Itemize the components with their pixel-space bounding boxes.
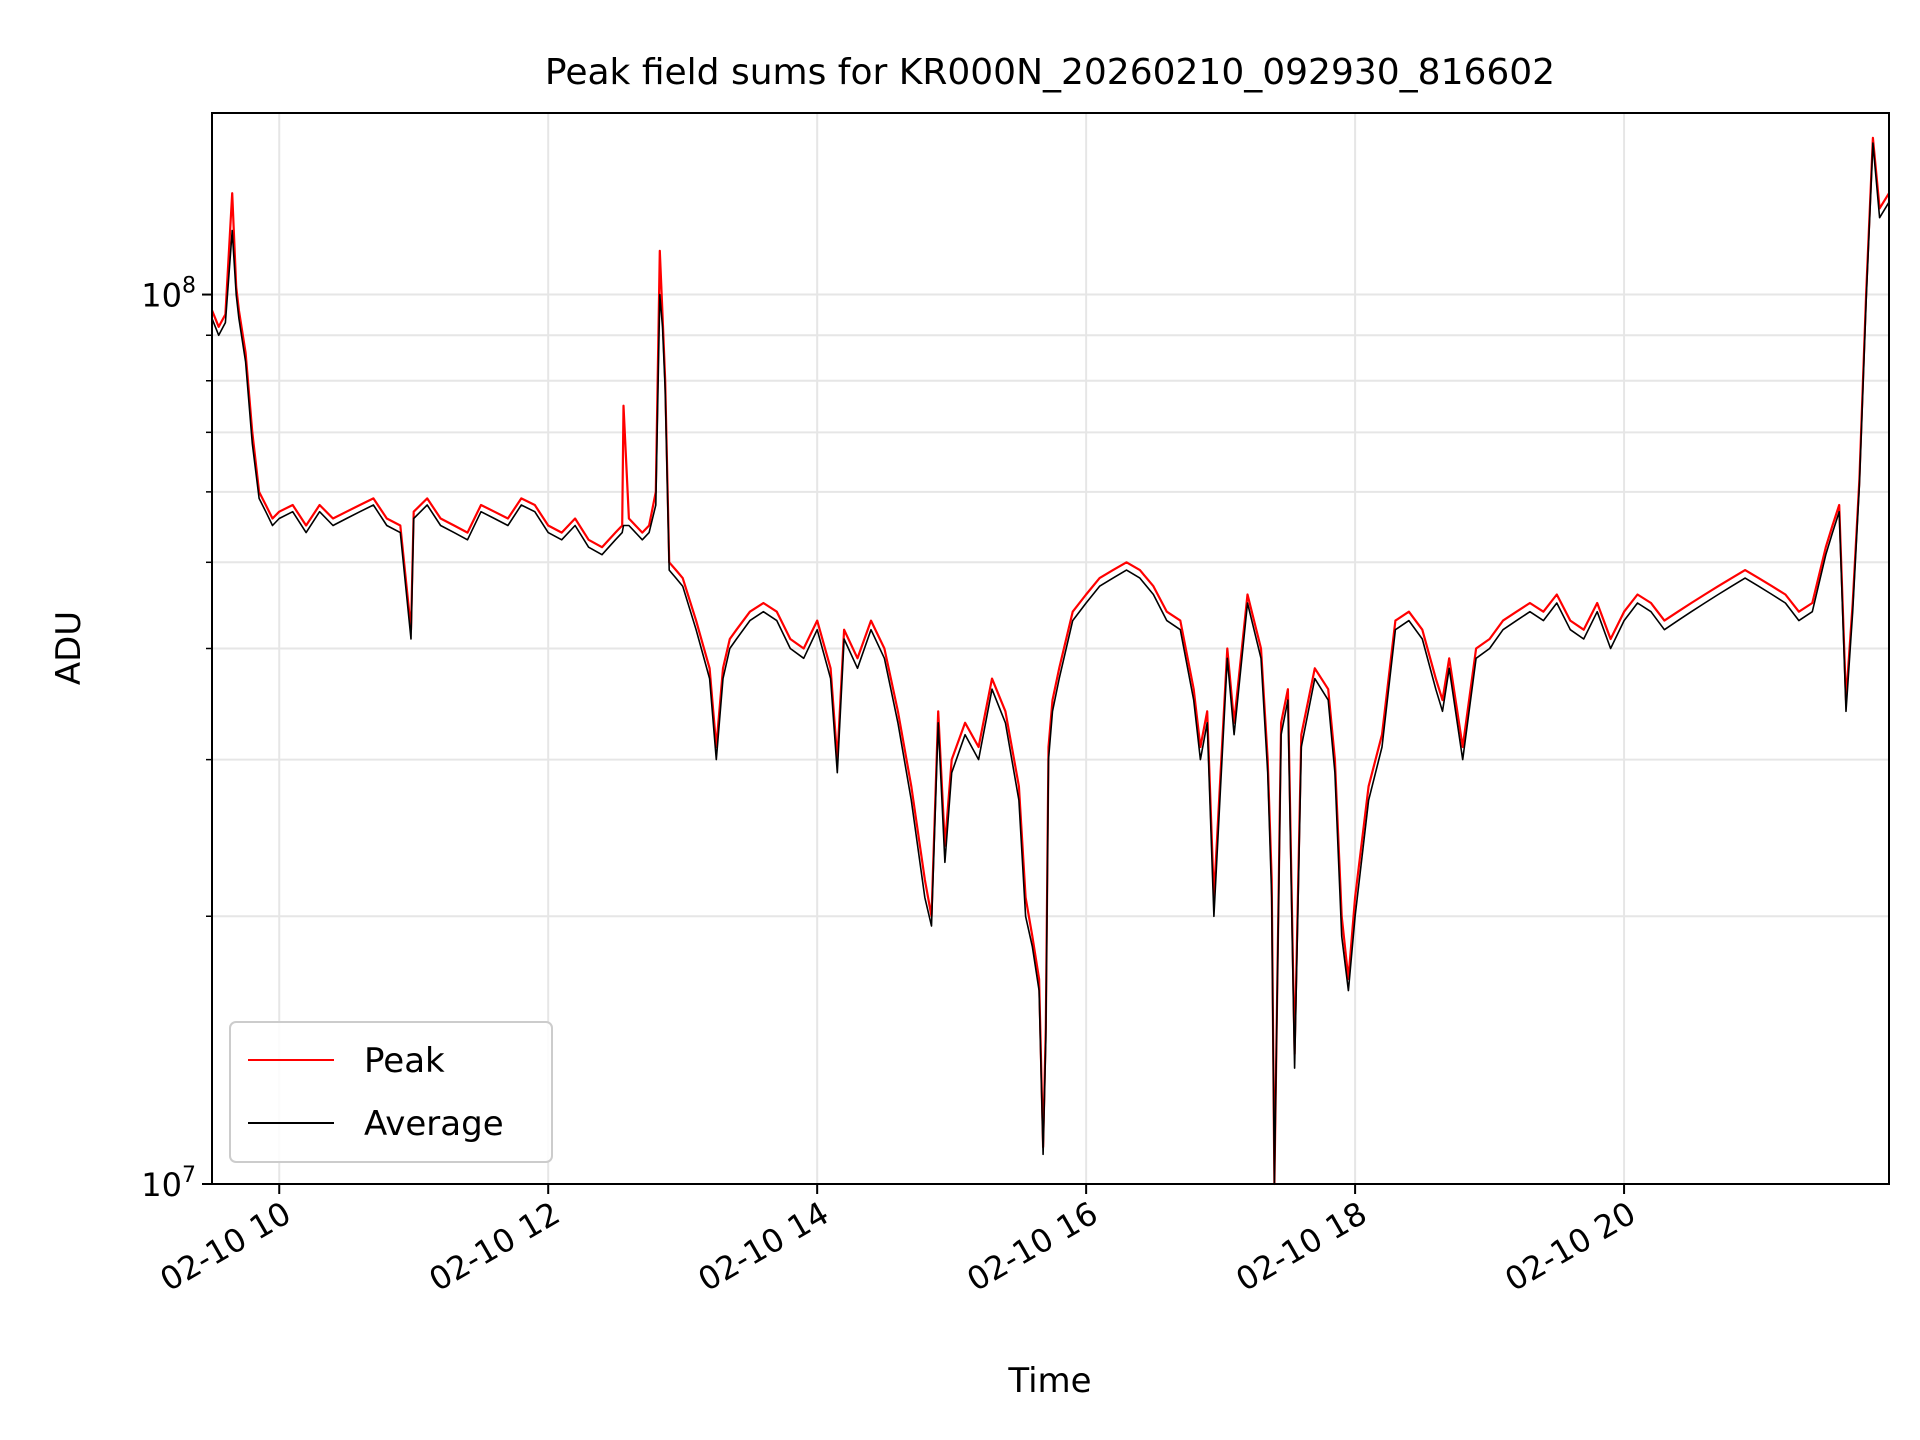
series-layer — [210, 136, 1890, 1186]
y-tick-label: 107 — [141, 1163, 196, 1204]
legend: Peak Average — [229, 1021, 553, 1163]
y-axis-label: ADU — [49, 611, 89, 685]
chart-title: Peak field sums for KR000N_20260210_0929… — [545, 52, 1555, 93]
y-tick-label: 108 — [141, 274, 196, 315]
legend-peak-label: Peak — [364, 1041, 445, 1081]
legend-average-label: Average — [364, 1104, 504, 1144]
series-line-average — [211, 142, 1890, 1185]
x-axis-label: Time — [1007, 1361, 1091, 1401]
series-line-peak — [210, 136, 1890, 1186]
y-axis: 107 108 — [141, 274, 212, 1204]
legend-box — [229, 1021, 553, 1163]
